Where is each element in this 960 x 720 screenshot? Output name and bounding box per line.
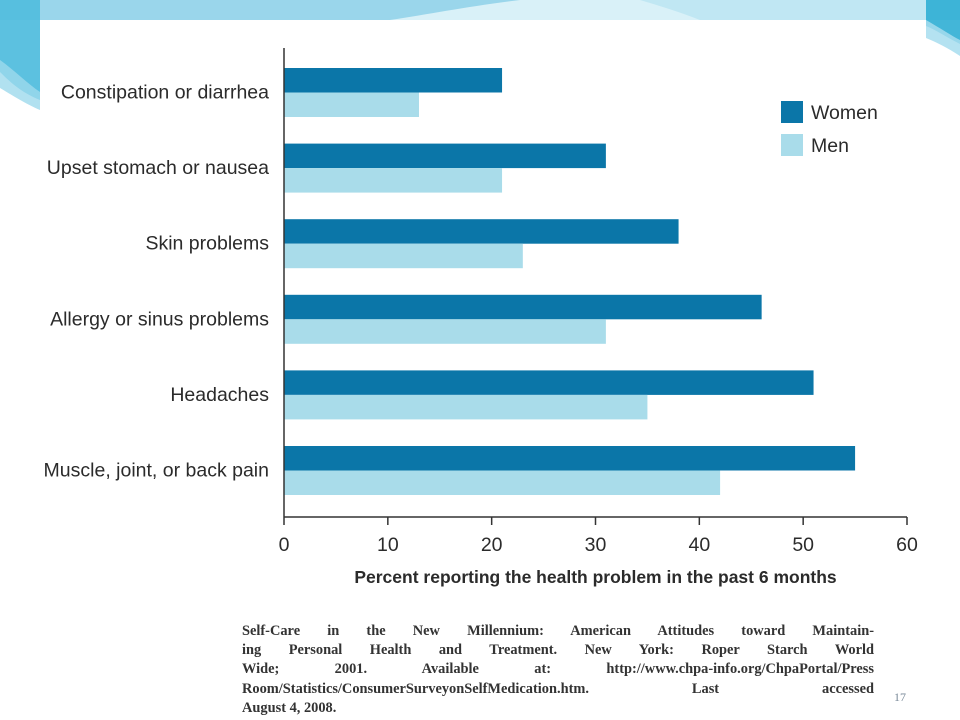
- page-number: 17: [894, 690, 906, 704]
- bar-men: [284, 319, 606, 344]
- swoosh-top-right: [640, 0, 960, 20]
- swoosh-top: [40, 0, 520, 20]
- swoosh-right-light: [926, 20, 960, 56]
- bar-men: [284, 243, 523, 269]
- x-tick-label: 40: [688, 534, 710, 556]
- category-label: Upset stomach or nausea: [47, 157, 269, 179]
- bar-women: [284, 370, 814, 395]
- citation-line: Self-Care in the New Millennium: America…: [242, 623, 874, 639]
- bar-women: [284, 446, 856, 471]
- citation-block: Self-Care in the New Millennium: America…: [242, 622, 874, 716]
- category-label: Headaches: [170, 384, 269, 406]
- legend-label-women: Women: [811, 102, 878, 124]
- x-axis-title: Percent reporting the health problem in …: [354, 567, 837, 587]
- bars-group: [284, 68, 856, 495]
- chart-panel: Constipation or diarrhea Upset stomach or…: [40, 20, 926, 600]
- legend-swatch-women: [781, 101, 803, 123]
- legend-label-men: Men: [811, 135, 849, 157]
- category-label: Allergy or sinus problems: [50, 308, 269, 330]
- citation-line: ing Personal Health and Treatment. New Y…: [242, 642, 874, 659]
- x-tick-label: 50: [792, 534, 814, 556]
- bar-women: [284, 219, 679, 244]
- legend-swatch-men: [781, 134, 803, 156]
- x-axis-ticks: 0 10 20 30 40 50 60: [279, 517, 918, 556]
- category-labels: Constipation or diarrhea Upset stomach or…: [44, 82, 270, 482]
- x-tick-label: 20: [481, 534, 503, 556]
- x-tick-label: 10: [377, 534, 399, 556]
- category-label: Skin problems: [145, 233, 269, 255]
- category-label: Muscle, joint, or back pain: [44, 460, 269, 482]
- bar-men: [284, 92, 419, 117]
- x-tick-label: 0: [279, 534, 290, 556]
- swoosh-right: [926, 0, 960, 44]
- bar-men: [284, 470, 721, 495]
- bar-women: [284, 143, 606, 169]
- bar-women: [284, 68, 503, 93]
- bar-men: [284, 168, 503, 193]
- x-tick-label: 60: [896, 534, 918, 556]
- citation-line: Room/Statistics/ConsumerSurveyonSelfMedi…: [242, 680, 874, 697]
- category-label: Constipation or diarrhea: [61, 82, 269, 104]
- bar-men: [284, 394, 648, 420]
- citation-line: Wide; 2001. Available at: http://www.chp…: [242, 661, 874, 678]
- bar-chart: Constipation or diarrhea Upset stomach or…: [44, 48, 918, 587]
- citation-line: August 4, 2008.: [242, 699, 337, 716]
- x-tick-label: 30: [585, 534, 607, 556]
- bar-women: [284, 294, 762, 320]
- swoosh-left-light: [0, 60, 40, 110]
- legend: Women Men: [781, 101, 878, 157]
